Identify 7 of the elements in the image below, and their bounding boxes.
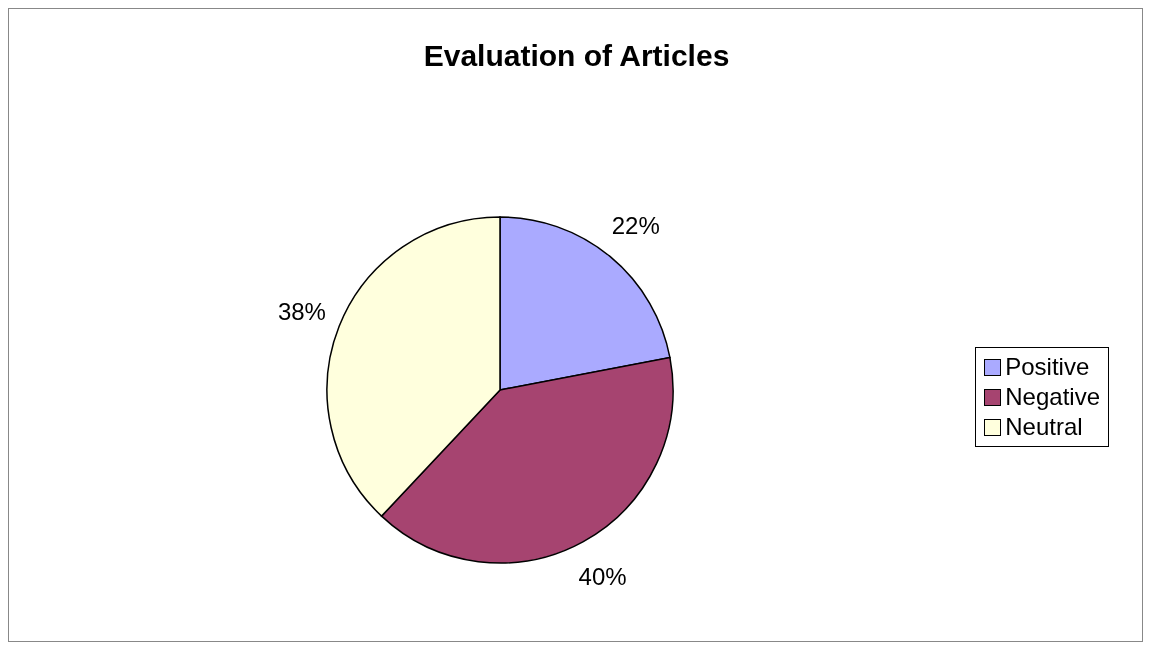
data-label: 22% (611, 212, 660, 240)
legend-label: Neutral (1005, 412, 1083, 442)
chart-title: Evaluation of Articles (422, 39, 731, 73)
legend-label: Negative (1005, 382, 1100, 412)
data-label: 38% (277, 298, 326, 326)
legend-label: Positive (1005, 352, 1090, 382)
data-label: 40% (578, 563, 627, 591)
